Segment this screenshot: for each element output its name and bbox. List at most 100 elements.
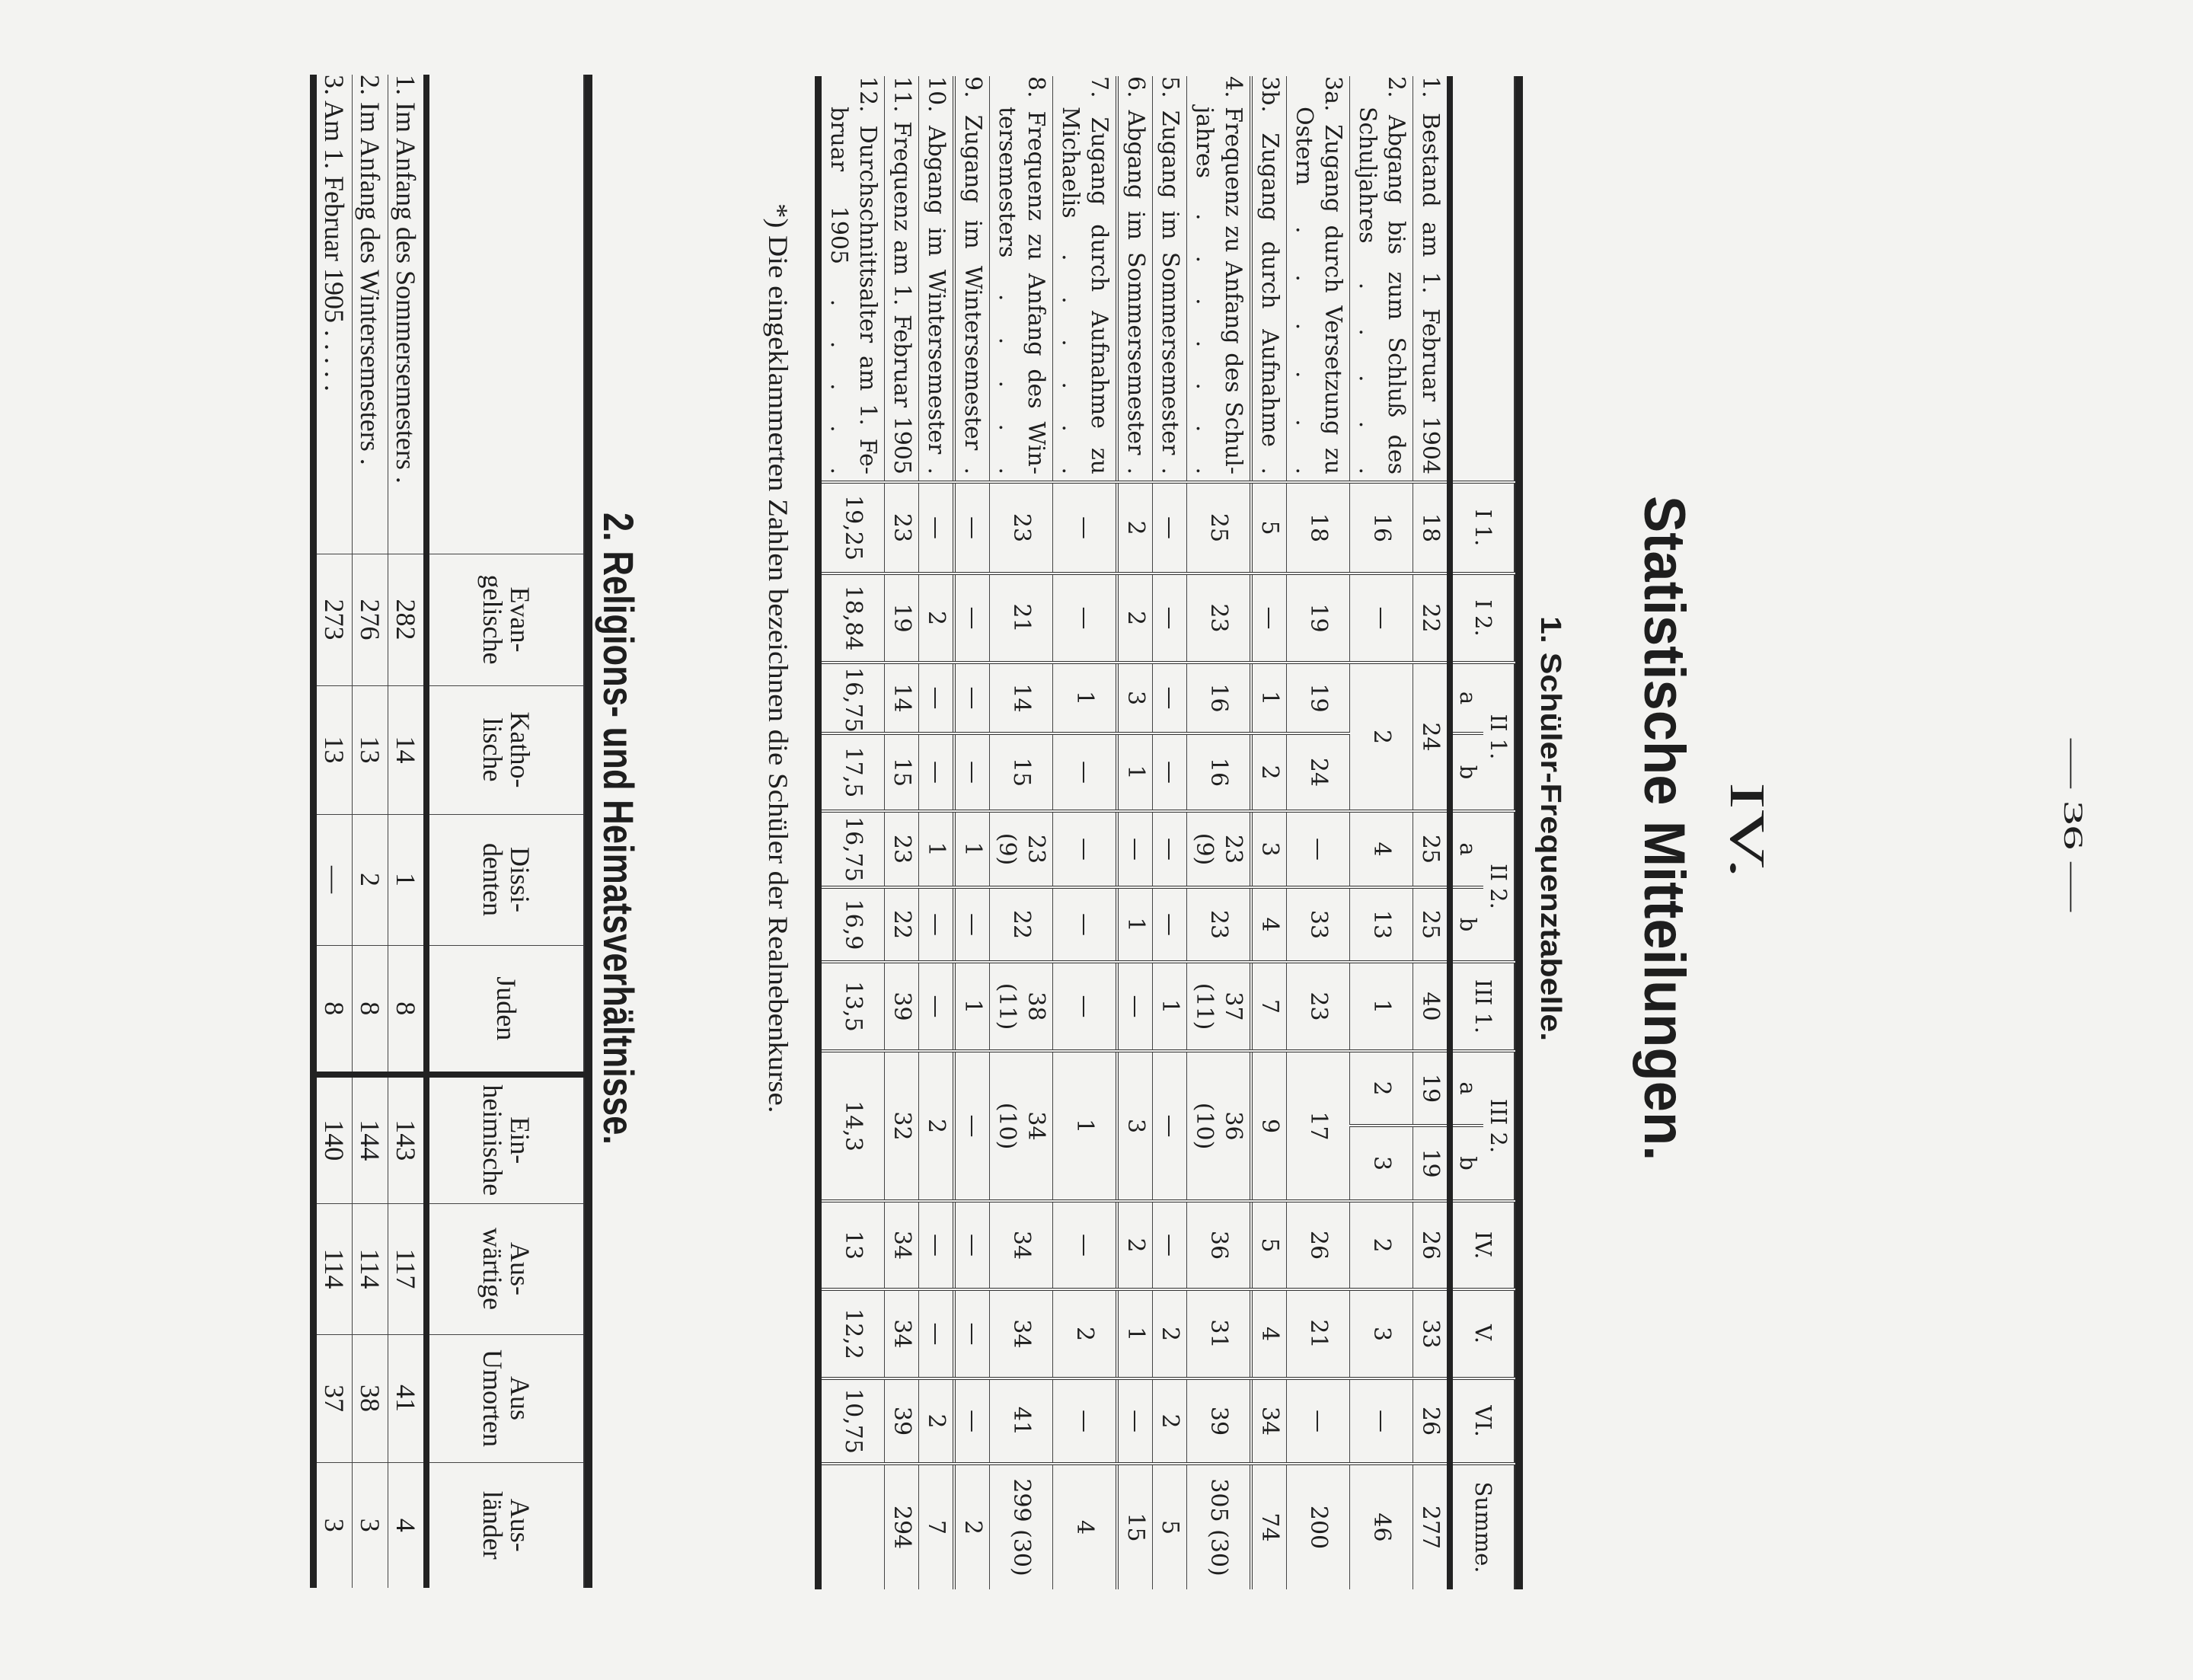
table-cell: 18: [1286, 482, 1350, 573]
table-cell: 1: [954, 962, 990, 1051]
table-cell: 13: [822, 1201, 885, 1290]
row-label-line: Michaelis . . . . . .: [1057, 107, 1084, 474]
table-cell: 2: [352, 814, 388, 945]
table-cell: 34 (10): [989, 1051, 1053, 1202]
column-header-line: lische: [477, 717, 508, 782]
table-cell: 16,9: [822, 887, 885, 962]
table-cell: 37: [317, 1334, 353, 1462]
table-cell: 19,25: [822, 482, 885, 573]
row-label-line: 3b. Zugang durch Aufnahme .: [1256, 76, 1283, 474]
table-cell: 19: [884, 573, 919, 663]
table-cell: 23 (9): [1186, 811, 1251, 887]
cell-value: 23 (9): [994, 832, 1049, 866]
table-cell: 12,2: [822, 1289, 885, 1379]
table-cell: —: [1152, 887, 1187, 962]
table-cell: 273: [317, 554, 353, 685]
column-header-line: Aus-: [505, 1498, 535, 1552]
table-cell: 2: [1117, 482, 1153, 573]
table-cell: 4: [1251, 887, 1287, 962]
column-header: Summe.: [1450, 1464, 1515, 1590]
table-cell: 34: [1251, 1378, 1287, 1464]
table-cell: 1: [1052, 1051, 1117, 1202]
section-number: IV.: [1719, 782, 1775, 879]
table-cell: 3: [1349, 1126, 1413, 1202]
table-cell: 2: [1251, 733, 1287, 811]
table-cell: 299 (30): [989, 1464, 1053, 1590]
table-cell: 2: [1117, 573, 1153, 663]
table-cell: 25: [1186, 482, 1251, 573]
table-cell: 114: [352, 1203, 388, 1334]
table-cell: 23: [1286, 962, 1350, 1051]
table-cell: 282: [388, 554, 426, 685]
column-header: III 1.: [1450, 962, 1515, 1051]
column-header: Evan-gelische: [426, 554, 584, 685]
table-cell: 3: [1251, 811, 1287, 887]
row-label: 1. Bestand am 1. Februar 1904: [1413, 76, 1450, 482]
table-cell: 39: [884, 1378, 919, 1464]
table-cell: 34: [989, 1289, 1053, 1379]
table-cell: 33: [1286, 887, 1350, 962]
table-cell: 2: [1052, 1289, 1117, 1379]
table-cell: 4: [1251, 1289, 1287, 1379]
table-cell: 2: [1349, 1051, 1413, 1126]
table-row: 5. Zugang im Sommersemester . — — — — — —1— —2 2…: [1152, 76, 1187, 1590]
table-cell: 1: [954, 811, 990, 887]
column-header: V.: [1450, 1289, 1515, 1379]
table-cell: 23: [1186, 573, 1251, 663]
frequency-table: I 1. I 2. II 1. II 2. III 1. III 2. IV. V. VI. Su…: [822, 76, 1515, 1590]
row-label-line: 3a. Zugang durch Versetzung zu: [1320, 76, 1346, 474]
table-cell: 38: [352, 1334, 388, 1462]
table-cell: 276: [352, 554, 388, 685]
frequency-table-frame: I 1. I 2. II 1. II 2. III 1. III 2. IV. V. VI. Su…: [815, 76, 1523, 1590]
table-cell: 294: [884, 1464, 919, 1590]
table-row: 10. Abgang im Wintersemester . —2— —1— —2— —…: [918, 76, 954, 1590]
table-cell: 41: [388, 1334, 426, 1462]
page-title-wrap: Statistische Mitteilungen.: [1632, 496, 1697, 1193]
table-cell: —: [954, 1051, 990, 1202]
table-cell: 19: [1413, 1126, 1450, 1202]
table-row: 3a. Zugang durch Versetzung zu Ostern . .…: [1286, 76, 1350, 1590]
table-cell: 15: [884, 733, 919, 811]
row-label-header: [426, 75, 584, 554]
table-row: 7. Zugang durch Aufnahme zu Michaelis . .…: [1052, 76, 1117, 1590]
table-cell: —: [918, 1289, 954, 1379]
table-cell: —: [918, 733, 954, 811]
table-cell: 4: [1052, 1464, 1117, 1590]
table-cell: —: [954, 733, 990, 811]
table-cell: —: [1152, 733, 1187, 811]
table-cell: 34: [989, 1201, 1053, 1290]
table-cell: 25: [1413, 887, 1450, 962]
table-cell: —: [1286, 811, 1350, 887]
table-cell: —: [1152, 482, 1187, 573]
cell-value: 37 (11): [1191, 982, 1247, 1030]
table-header-row: Evan-gelische Katho-lische Dissi-denten Jud…: [426, 75, 584, 1588]
table-cell: —: [1349, 573, 1413, 663]
table-cell: —: [1117, 1378, 1153, 1464]
column-header: II 1.: [1483, 663, 1515, 811]
table-cell: —: [317, 814, 353, 945]
table-cell: —: [1152, 811, 1187, 887]
table-cell: 2: [918, 1378, 954, 1464]
table-cell: 200: [1286, 1464, 1350, 1590]
table-cell: 9: [1251, 1051, 1287, 1202]
row-label: 2. Abgang bis zum Schluß des Schuljahres …: [1349, 76, 1413, 482]
table-cell: 2: [918, 1051, 954, 1202]
row-label-line: 7. Zugang durch Aufnahme zu: [1086, 76, 1112, 474]
page-number-wrap: — 36 —: [2058, 739, 2089, 912]
table-cell: 19: [1286, 663, 1350, 733]
table-cell: 18,84: [822, 573, 885, 663]
column-header: IV.: [1450, 1201, 1515, 1290]
table-cell: 22: [989, 887, 1053, 962]
column-header: Juden: [426, 945, 584, 1075]
table-cell: —: [1052, 1201, 1117, 1290]
table-cell: —: [954, 887, 990, 962]
table-cell: —: [1117, 962, 1153, 1051]
table-cell: 15: [1117, 1464, 1153, 1590]
table-cell: 24: [1286, 733, 1350, 811]
table-cell: 31: [1186, 1289, 1251, 1379]
table-cell: 3: [317, 1462, 353, 1588]
footnote-wrap: *) Die eingeklammerten Zahlen bezeichnen…: [763, 203, 793, 1113]
religion-table-frame: Evan-gelische Katho-lische Dissi-denten Jud…: [310, 75, 592, 1588]
column-header-line: denten: [477, 843, 508, 916]
row-label-line: jahres . . . . . . .: [1191, 107, 1218, 474]
